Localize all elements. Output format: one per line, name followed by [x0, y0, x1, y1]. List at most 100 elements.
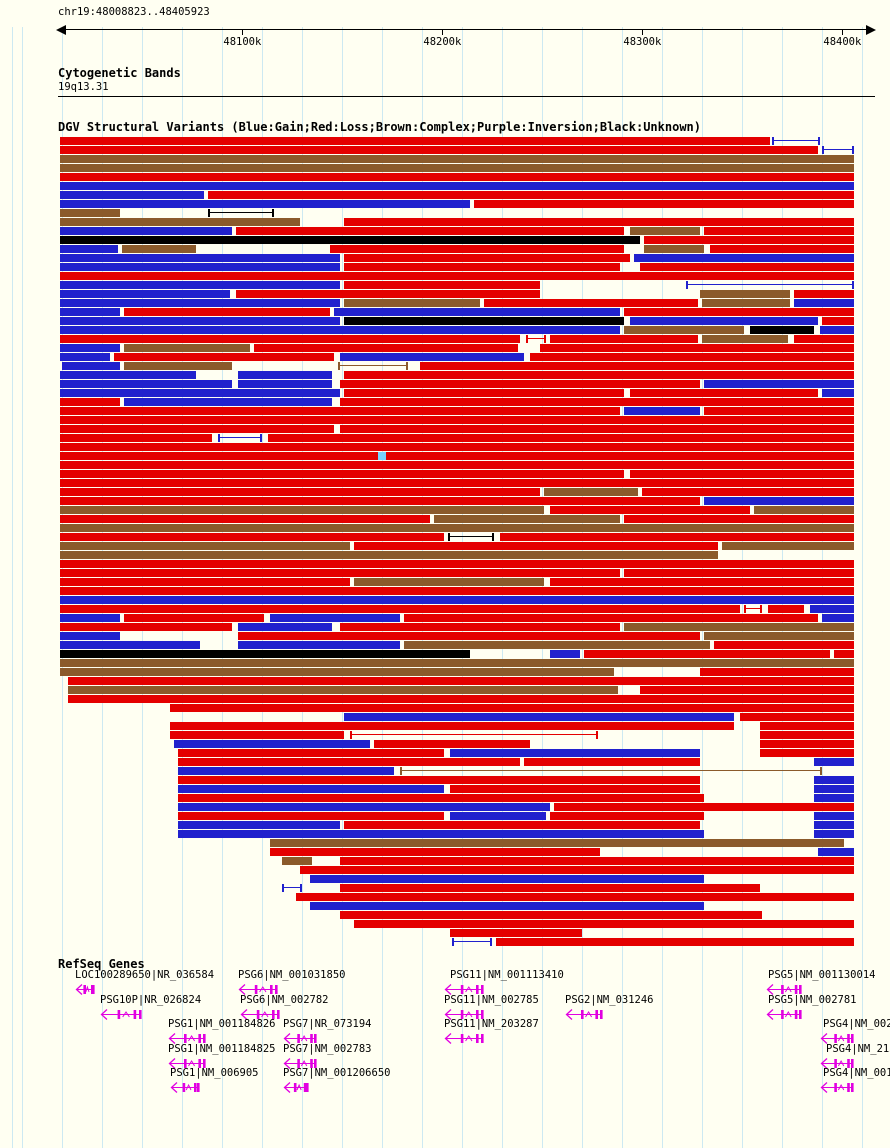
variant-loss-bar[interactable]	[834, 650, 855, 658]
gene-structure-glyph[interactable]	[238, 981, 278, 995]
variant-gain-bar[interactable]	[814, 812, 855, 820]
gene-structure-glyph[interactable]	[766, 981, 802, 995]
variant-loss-bar[interactable]	[60, 173, 855, 181]
variant-gain-bar[interactable]	[810, 605, 855, 613]
variant-loss-bar[interactable]	[344, 281, 541, 289]
variant-gain-bracket[interactable]	[822, 146, 855, 154]
variant-gain-bar[interactable]	[238, 623, 333, 631]
variant-loss-bar[interactable]	[60, 416, 855, 424]
variant-loss-bar[interactable]	[300, 866, 855, 874]
variant-complex-bar[interactable]	[722, 542, 855, 550]
variant-loss-bar[interactable]	[60, 479, 855, 487]
gene-structure-glyph[interactable]	[444, 1006, 484, 1020]
variant-loss-bracket[interactable]	[526, 335, 547, 343]
variant-complex-bar[interactable]	[60, 155, 855, 163]
variant-loss-bar[interactable]	[60, 272, 855, 280]
variant-complex-bar[interactable]	[624, 623, 855, 631]
variant-loss-bar[interactable]	[344, 263, 621, 271]
variant-loss-bar[interactable]	[60, 398, 121, 406]
variant-loss-bar[interactable]	[178, 794, 705, 802]
variant-loss-bar[interactable]	[450, 929, 583, 937]
variant-loss-bar[interactable]	[550, 812, 705, 820]
variant-loss-bar[interactable]	[530, 353, 855, 361]
variant-complex-bar[interactable]	[354, 578, 545, 586]
variant-loss-bar[interactable]	[344, 389, 625, 397]
variant-loss-bar[interactable]	[474, 200, 855, 208]
variant-complex-bar[interactable]	[344, 299, 481, 307]
variant-loss-bar[interactable]	[170, 704, 855, 712]
variant-complex-bar[interactable]	[544, 488, 639, 496]
variant-complex-bar[interactable]	[282, 857, 313, 865]
variant-gain-bar[interactable]	[818, 848, 855, 856]
variant-loss-bar[interactable]	[404, 614, 819, 622]
variant-loss-bar[interactable]	[500, 533, 855, 541]
variant-loss-bar[interactable]	[768, 605, 805, 613]
gene-structure-glyph[interactable]	[100, 1006, 142, 1020]
pan-left-arrow-icon[interactable]	[56, 25, 66, 35]
variant-gain-bar[interactable]	[624, 407, 701, 415]
variant-loss-bar[interactable]	[60, 407, 621, 415]
variant-complex-bar[interactable]	[434, 515, 621, 523]
variant-gain-bar[interactable]	[238, 380, 333, 388]
variant-gain-bar[interactable]	[704, 380, 855, 388]
variant-loss-bar[interactable]	[60, 461, 855, 469]
variant-gain-bar[interactable]	[270, 614, 401, 622]
variant-loss-bar[interactable]	[60, 488, 541, 496]
variant-loss-bar[interactable]	[550, 506, 751, 514]
variant-loss-bar[interactable]	[524, 758, 701, 766]
gene-structure-glyph[interactable]	[820, 1055, 854, 1069]
gene-structure-glyph[interactable]	[283, 1030, 317, 1045]
variant-gain-bar[interactable]	[60, 614, 121, 622]
variant-loss-bar[interactable]	[60, 515, 431, 523]
variant-loss-bar[interactable]	[60, 434, 213, 442]
variant-loss-bar[interactable]	[60, 452, 379, 460]
variant-gain-bar[interactable]	[178, 803, 551, 811]
variant-gain-bar[interactable]	[334, 308, 621, 316]
variant-gain-bar[interactable]	[60, 632, 121, 640]
variant-loss-bar[interactable]	[60, 137, 771, 145]
variant-gain-bar[interactable]	[60, 380, 233, 388]
gene-structure-glyph[interactable]	[444, 1030, 484, 1045]
variant-gain-bracket[interactable]	[686, 281, 855, 289]
variant-loss-bar[interactable]	[640, 686, 855, 694]
variant-complex-bar[interactable]	[60, 542, 351, 550]
variant-gain-bar[interactable]	[60, 326, 621, 334]
variant-loss-bar[interactable]	[60, 569, 621, 577]
gene-structure-glyph[interactable]	[820, 1030, 854, 1045]
variant-loss-bracket[interactable]	[350, 731, 599, 739]
variant-loss-bar[interactable]	[554, 803, 855, 811]
variant-gain-bar[interactable]	[822, 614, 855, 622]
variant-loss-bar[interactable]	[60, 533, 445, 541]
variant-loss-bar[interactable]	[640, 263, 855, 271]
variant-gain-bar[interactable]	[814, 821, 855, 829]
gene-structure-glyph[interactable]	[240, 1006, 280, 1020]
variant-complex-bar[interactable]	[624, 326, 745, 334]
variant-loss-bar[interactable]	[344, 371, 855, 379]
variant-complex-bar[interactable]	[270, 839, 845, 847]
variant-gain-bar[interactable]	[310, 875, 705, 883]
variant-loss-bar[interactable]	[296, 893, 855, 901]
variant-gain-bar[interactable]	[60, 641, 201, 649]
variant-unknown-bar[interactable]	[750, 326, 815, 334]
variant-loss-bar[interactable]	[484, 299, 699, 307]
variant-complex-bar[interactable]	[122, 245, 197, 253]
variant-loss-bar[interactable]	[344, 821, 701, 829]
variant-loss-bar[interactable]	[630, 389, 819, 397]
variant-loss-bar[interactable]	[340, 884, 761, 892]
variant-gain-bracket[interactable]	[218, 434, 263, 442]
variant-gain-bar[interactable]	[704, 497, 855, 505]
variant-loss-bar[interactable]	[740, 713, 855, 721]
variant-complex-bracket[interactable]	[400, 767, 823, 775]
variant-loss-bar[interactable]	[60, 578, 351, 586]
variant-loss-bar[interactable]	[60, 146, 819, 154]
variant-gain-bar[interactable]	[630, 317, 819, 325]
variant-gain-bar[interactable]	[238, 641, 401, 649]
variant-loss-bar[interactable]	[374, 740, 531, 748]
variant-loss-bar[interactable]	[60, 443, 855, 451]
variant-loss-bar[interactable]	[178, 749, 445, 757]
variant-gain-bar[interactable]	[822, 389, 855, 397]
variant-gain-bar[interactable]	[60, 308, 121, 316]
gene-structure-glyph[interactable]	[444, 981, 484, 995]
variant-gain-bar[interactable]	[60, 281, 341, 289]
variant-loss-bar[interactable]	[344, 254, 631, 262]
